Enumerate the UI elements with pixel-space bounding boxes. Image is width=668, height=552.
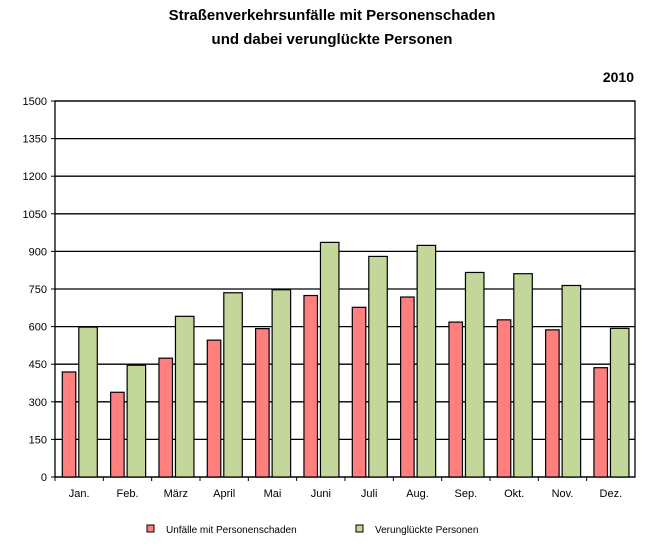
bar-unfaelle [496, 319, 512, 478]
x-tick-label: Aug. [406, 488, 429, 500]
bar-verunglueckte [271, 289, 292, 478]
bar-unfaelle [545, 329, 560, 478]
legend-swatch-verunglueckte [355, 524, 364, 533]
y-tick-label: 150 [29, 434, 47, 446]
x-tick-label: März [164, 488, 188, 500]
bar-verunglueckte [561, 284, 582, 478]
legend-label-verunglueckte: Verunglückte Personen [375, 525, 478, 536]
y-tick-label: 900 [29, 246, 47, 258]
bar-unfaelle [158, 357, 174, 478]
bar-unfaelle [593, 367, 609, 478]
x-tick-label: Juni [311, 488, 331, 500]
y-tick-label: 750 [29, 284, 47, 296]
y-tick-label: 1500 [23, 96, 47, 108]
x-tick-label: Jan. [69, 488, 90, 500]
y-tick-label: 1050 [23, 209, 47, 221]
x-tick-label: Mai [264, 488, 282, 500]
y-tick-label: 1200 [23, 171, 47, 183]
x-tick-label: Juli [361, 488, 378, 500]
x-tick-label: Sep. [455, 488, 478, 500]
y-tick-label: 300 [29, 397, 47, 409]
bar-verunglueckte [368, 255, 388, 478]
bar-unfaelle [351, 306, 367, 478]
y-tick-label: 450 [29, 359, 47, 371]
bar-verunglueckte [609, 327, 630, 478]
y-tick-label: 600 [29, 322, 47, 334]
y-tick-label: 1350 [23, 134, 47, 146]
x-tick-label: Feb. [116, 488, 138, 500]
bar-verunglueckte [416, 244, 437, 478]
bar-unfaelle [110, 391, 125, 478]
x-tick-label: Okt. [504, 488, 524, 500]
bar-unfaelle [255, 328, 270, 478]
x-tick-label: April [213, 488, 235, 500]
y-tick-label: 0 [41, 472, 47, 484]
chart-title-line1: Straßenverkehrsunfälle mit Personenschad… [169, 7, 496, 24]
bar-verunglueckte [223, 292, 243, 478]
bar-unfaelle [448, 321, 464, 478]
bar-unfaelle [61, 371, 77, 478]
bar-verunglueckte [319, 241, 340, 478]
bar-verunglueckte [126, 364, 147, 478]
chart-title-line2: und dabei verunglückte Personen [212, 31, 453, 48]
bar-verunglueckte [78, 326, 98, 478]
legend-swatch-unfaelle [146, 524, 155, 533]
legend-label-unfaelle: Unfälle mit Personenschaden [166, 525, 297, 536]
bar-unfaelle [303, 294, 319, 478]
bar-unfaelle [206, 339, 222, 478]
bar-verunglueckte [464, 271, 485, 478]
legend: Unfälle mit Personenschaden Verunglückte… [146, 524, 478, 536]
bar-unfaelle [400, 296, 415, 478]
bar-verunglueckte [513, 273, 533, 478]
chart-year: 2010 [603, 69, 634, 85]
bar-verunglueckte [174, 315, 195, 478]
x-tick-label: Nov. [552, 488, 574, 500]
x-tick-label: Dez. [600, 488, 623, 500]
